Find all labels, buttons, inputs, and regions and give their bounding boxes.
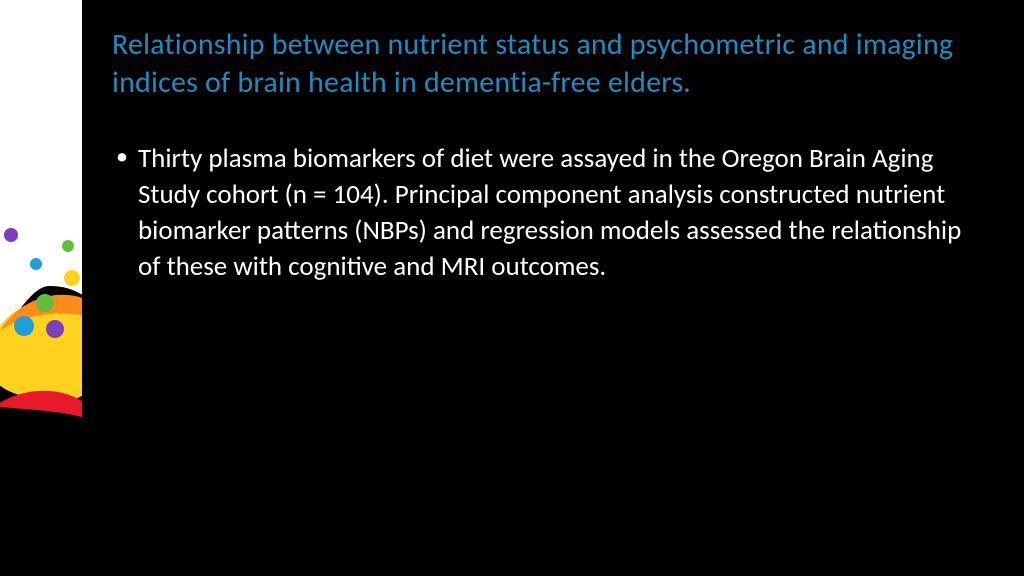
decorative-left-strip: [0, 0, 82, 576]
decor-dot: [30, 258, 42, 270]
decor-dot: [36, 294, 54, 312]
bullet-item: Thirty plasma biomarkers of diet were as…: [112, 141, 976, 286]
decor-dot: [46, 320, 64, 338]
decor-dot: [62, 240, 74, 252]
bullet-list: Thirty plasma biomarkers of diet were as…: [112, 141, 976, 286]
slide-body: Relationship between nutrient status and…: [82, 0, 1024, 576]
decor-dot: [64, 270, 80, 286]
slide-title: Relationship between nutrient status and…: [112, 26, 976, 103]
decor-dot: [14, 316, 34, 336]
decor-dot: [4, 228, 18, 242]
page: Relationship between nutrient status and…: [0, 0, 1024, 576]
